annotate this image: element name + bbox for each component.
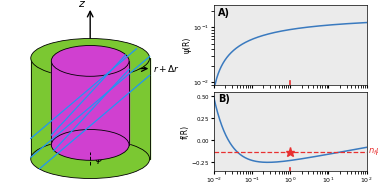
Text: B): B): [218, 94, 230, 104]
Ellipse shape: [31, 39, 150, 78]
Text: A): A): [218, 8, 230, 18]
Ellipse shape: [51, 46, 129, 76]
Text: $n_f\mu$: $n_f\mu$: [368, 146, 378, 157]
Text: $\psi$: $\psi$: [94, 154, 104, 166]
Y-axis label: ψ(R): ψ(R): [183, 37, 192, 53]
Text: r: r: [132, 52, 136, 62]
Text: $r+\Delta r$: $r+\Delta r$: [153, 63, 180, 74]
Text: $\hat{z}$: $\hat{z}$: [78, 0, 86, 11]
Y-axis label: f(R): f(R): [181, 124, 190, 139]
Ellipse shape: [31, 139, 150, 179]
Ellipse shape: [51, 130, 129, 160]
